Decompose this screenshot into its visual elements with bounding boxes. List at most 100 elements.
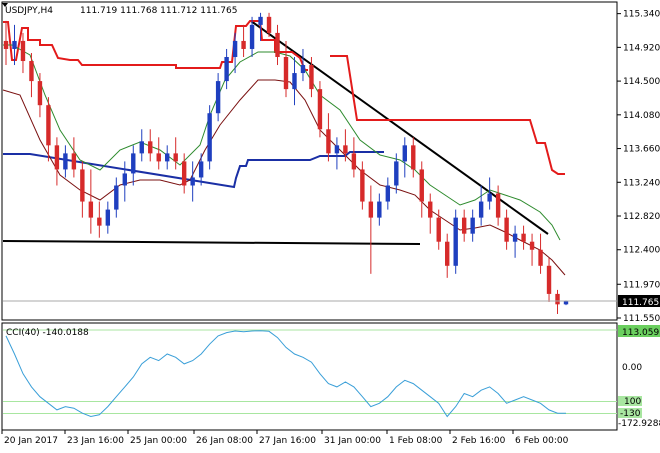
candle-body[interactable]	[46, 105, 51, 146]
candle-body[interactable]	[470, 217, 475, 234]
price-tick-label: 114.920	[623, 43, 660, 53]
price-tick-label: 111.970	[623, 280, 660, 290]
candle-body[interactable]	[360, 169, 365, 202]
candle-body[interactable]	[334, 145, 340, 154]
candle-body[interactable]	[165, 153, 170, 162]
cci-level-100-label: 100	[624, 397, 641, 407]
candle-body[interactable]	[385, 185, 391, 202]
candle-body[interactable]	[461, 217, 467, 234]
candle-body[interactable]	[224, 57, 229, 82]
candle-body[interactable]	[351, 153, 357, 170]
candle-body[interactable]	[546, 265, 552, 294]
candle-body[interactable]	[436, 217, 441, 242]
candle-body[interactable]	[428, 201, 433, 218]
candle-body[interactable]	[207, 113, 212, 162]
candles-group	[3, 12, 569, 314]
candle-body[interactable]	[555, 293, 560, 305]
candle-body[interactable]	[114, 185, 119, 210]
candle-body[interactable]	[173, 153, 178, 162]
candle-body[interactable]	[63, 153, 68, 170]
time-tick-label: 20 Jan 2017	[4, 436, 58, 446]
candle-body[interactable]	[181, 161, 187, 186]
candle-body[interactable]	[453, 217, 458, 266]
candle-body[interactable]	[71, 153, 77, 170]
candle-body[interactable]	[563, 300, 569, 305]
candle-body[interactable]	[283, 57, 289, 90]
candle-body[interactable]	[198, 161, 204, 178]
time-tick-label: 6 Feb 00:00	[515, 436, 569, 446]
moving-average-fast	[3, 44, 561, 241]
candle-body[interactable]	[317, 89, 323, 130]
candle-body[interactable]	[419, 169, 424, 202]
candle-body[interactable]	[521, 233, 526, 242]
candle-body[interactable]	[326, 129, 331, 154]
candle-body[interactable]	[258, 16, 263, 25]
candle-body[interactable]	[266, 16, 272, 33]
cci-level-100	[3, 401, 617, 402]
candle-body[interactable]	[402, 145, 407, 162]
candle-body[interactable]	[504, 217, 509, 242]
price-tick-label: 114.500	[623, 77, 660, 87]
time-tick-label: 27 Jan 16:00	[259, 436, 316, 446]
price-tick-label: 111.550	[623, 314, 660, 324]
candle-body[interactable]	[343, 145, 348, 154]
candle-body[interactable]	[495, 193, 501, 218]
candle-body[interactable]	[368, 201, 374, 218]
candle-body[interactable]	[54, 145, 60, 170]
candle-body[interactable]	[80, 169, 85, 202]
support-line[interactable]	[2, 240, 421, 245]
chart-header-symbol: USDJPY,H4	[5, 6, 53, 16]
candle-body[interactable]	[275, 32, 280, 58]
candle-body[interactable]	[241, 40, 246, 49]
candle-body[interactable]	[249, 24, 255, 49]
candle-body[interactable]	[131, 153, 136, 174]
candle-body[interactable]	[190, 177, 195, 186]
cci-level-130-label: -130	[620, 409, 641, 419]
candle-body[interactable]	[97, 217, 102, 226]
candle-body[interactable]	[156, 153, 161, 162]
price-tick-label: 114.080	[623, 111, 660, 121]
candle-body[interactable]	[512, 233, 518, 242]
moving-average-slow	[2, 79, 566, 276]
candle-body[interactable]	[148, 141, 153, 154]
time-tick-label: 26 Jan 08:00	[196, 436, 253, 446]
candle-body[interactable]	[411, 145, 416, 170]
cci-level-100-badge	[618, 396, 642, 406]
candle-body[interactable]	[215, 81, 221, 114]
candle-body[interactable]	[300, 65, 306, 74]
candle-body[interactable]	[37, 81, 43, 106]
candle-body[interactable]	[538, 249, 543, 266]
candle-body[interactable]	[232, 40, 238, 58]
price-tick-label: 112.400	[623, 246, 660, 256]
upper-band-line	[3, 20, 308, 71]
candle-body[interactable]	[122, 173, 127, 186]
candle-body[interactable]	[20, 40, 26, 62]
candle-body[interactable]	[529, 241, 535, 250]
candle-body[interactable]	[88, 201, 94, 218]
candle-body[interactable]	[377, 201, 382, 218]
candle-body[interactable]	[445, 241, 450, 266]
price-tick-label: 112.820	[623, 212, 660, 222]
cci-scale-bottom: -172.9288	[618, 419, 660, 429]
candle-body[interactable]	[12, 40, 17, 49]
candle-body[interactable]	[3, 40, 9, 49]
cci-plot-frame	[1, 322, 618, 431]
candle-body[interactable]	[394, 161, 399, 186]
cci-scale-top: 113.0593	[622, 328, 660, 338]
candle-body[interactable]	[292, 73, 297, 90]
candle-body[interactable]	[139, 141, 144, 154]
price-tick-label: 113.240	[623, 178, 660, 188]
time-tick-label: 25 Jan 00:00	[130, 436, 187, 446]
cci-label: CCI(40) -140.0188	[6, 328, 89, 338]
candle-body[interactable]	[105, 209, 111, 226]
candle-body[interactable]	[29, 61, 34, 82]
candle-body[interactable]	[487, 193, 492, 202]
chart-header-ohlc: 111.719 111.768 111.712 111.765	[80, 6, 237, 16]
candle-body[interactable]	[478, 201, 484, 218]
upper-band-line-2	[330, 55, 565, 175]
price-tick-label: 113.660	[623, 145, 660, 155]
time-tick-label: 1 Feb 08:00	[389, 436, 443, 446]
candle-body[interactable]	[309, 65, 314, 90]
